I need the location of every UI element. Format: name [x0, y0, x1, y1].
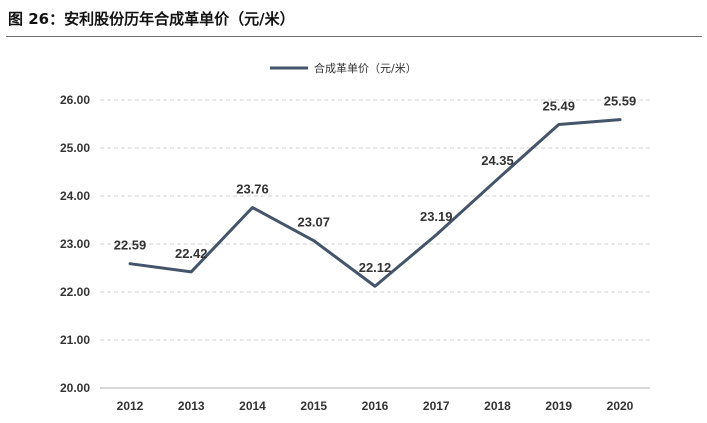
data-label: 22.12: [359, 260, 392, 275]
y-axis-ticks: 20.00 21.00 22.00 23.00 24.00 25.00 26.00: [60, 93, 90, 395]
data-label: 24.35: [481, 153, 514, 168]
data-labels: 22.59 22.42 23.76 23.07 22.12 23.19 24.35 25.49…: [114, 94, 637, 276]
x-tick-label: 2013: [178, 399, 205, 413]
y-tick-label: 22.00: [60, 285, 90, 299]
y-tick-label: 24.00: [60, 189, 90, 203]
x-tick-label: 2018: [484, 399, 511, 413]
y-tick-label: 26.00: [60, 93, 90, 107]
data-label: 23.07: [297, 215, 330, 230]
grid-lines: [100, 99, 650, 341]
y-tick-label: 21.00: [60, 333, 90, 347]
x-tick-label: 2019: [545, 399, 572, 413]
x-tick-label: 2017: [423, 399, 450, 413]
x-tick-label: 2015: [300, 399, 327, 413]
data-label: 22.59: [114, 238, 147, 253]
x-tick-label: 2014: [239, 399, 266, 413]
y-tick-label: 25.00: [60, 141, 90, 155]
series-layer: [128, 118, 622, 288]
x-axis-ticks: 2012 2013 2014 2015 2016 2017 2018 2019 2020: [117, 399, 634, 413]
y-tick-label: 23.00: [60, 237, 90, 251]
data-label: 25.59: [604, 94, 637, 109]
data-label: 23.19: [420, 209, 453, 224]
data-label: 23.76: [236, 182, 269, 197]
legend-label: 合成革单价（元/米）: [314, 61, 417, 75]
x-tick-label: 2020: [607, 399, 634, 413]
x-tick-label: 2016: [362, 399, 389, 413]
y-tick-label: 20.00: [60, 381, 90, 395]
title-divider: [6, 36, 702, 37]
data-label: 22.42: [175, 246, 208, 261]
x-tick-label: 2012: [117, 399, 144, 413]
legend: 合成革单价（元/米）: [270, 61, 417, 75]
figure-title: 图 26：安利股份历年合成革单价（元/米）: [8, 10, 295, 28]
data-label: 25.49: [542, 98, 575, 113]
